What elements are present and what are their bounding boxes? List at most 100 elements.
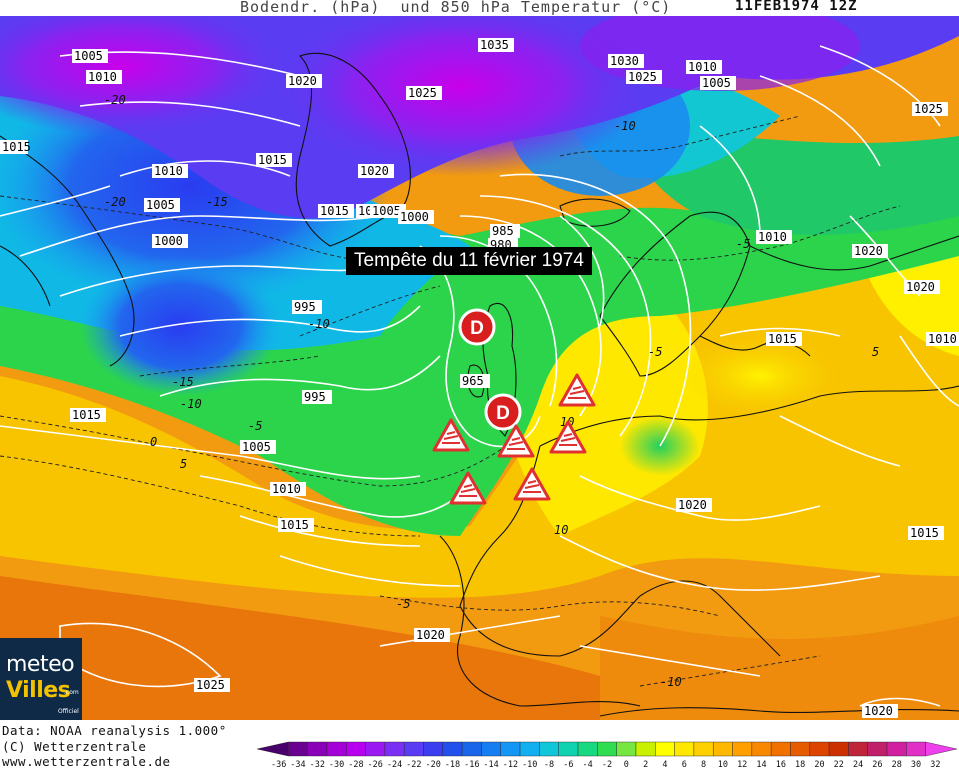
legend-tick-label: 26 [872,760,882,770]
legend-swatch [809,741,830,757]
svg-text:965: 965 [462,374,484,388]
legend-swatch [461,741,482,757]
legend-tick-label: -10 [522,760,537,770]
legend-swatch [307,741,328,757]
legend-tick-label: -32 [310,760,325,770]
legend-tick-label: 16 [776,760,786,770]
legend-tick-label: -36 [271,760,286,770]
legend-swatch [442,741,463,757]
isobar-label: 1015 [766,332,802,346]
legend-swatch [384,741,405,757]
legend-tick-label: 18 [795,760,805,770]
isobar-labels: 1005 1010 1020 1035 1030 1010 1025 1025 … [0,38,959,718]
svg-text:1035: 1035 [480,38,509,52]
legend-tick-label: 14 [756,760,766,770]
svg-text:985: 985 [492,224,514,238]
legend-tick-label: -26 [368,760,383,770]
isobar-label: 1010 [86,70,122,84]
logo-tag: Officiel [58,708,79,715]
isobar-label: 1015 [278,518,314,532]
isotherm-label: -5 [648,345,662,359]
isobar-label: 1015 [256,153,292,167]
legend-tick-label: -12 [503,760,518,770]
svg-text:1015: 1015 [2,140,31,154]
credit-copyright: (C) Wetterzentrale [2,738,147,754]
svg-text:1025: 1025 [408,86,437,100]
svg-text:D: D [496,403,510,424]
svg-text:1005: 1005 [74,49,103,63]
isotherm-label: -20 [104,195,126,209]
credit-website: www.wetterzentrale.de [2,754,171,769]
svg-text:1025: 1025 [628,70,657,84]
isotherm-label: 5 [180,457,187,471]
legend-tick-label: -2 [602,760,612,770]
legend-swatch [423,741,444,757]
svg-text:1020: 1020 [854,244,883,258]
svg-text:1020: 1020 [416,628,445,642]
legend-tick-label: -4 [583,760,593,770]
legend-swatch [558,741,579,757]
legend-tick-label: -18 [445,760,460,770]
svg-text:1020: 1020 [864,704,893,718]
low-pressure-marker-2: D [484,393,522,431]
legend-tick-label: -34 [290,760,305,770]
isotherm-label: -15 [206,195,228,209]
svg-text:1010: 1010 [688,60,717,74]
svg-text:1030: 1030 [610,54,639,68]
wind-warning-icons [432,373,596,505]
isobar-label: 1020 [414,628,450,642]
data-credits: Data: NOAA reanalysis 1.000° (C) Wetterz… [2,723,227,770]
legend-tick-label: 6 [682,760,687,770]
legend-swatch [500,741,521,757]
isobar-label: 1010 [926,332,959,346]
isobar-label: 1000 [398,210,434,224]
legend-tick-label: -6 [563,760,573,770]
logo-text-line2: Villes [6,678,71,703]
svg-text:1025: 1025 [914,102,943,116]
svg-text:1025: 1025 [196,678,225,692]
legend-tick-label: 10 [718,760,728,770]
legend-swatch [404,741,424,757]
svg-text:1015: 1015 [768,332,797,346]
legend-swatch [732,741,753,757]
legend-tick-label: -14 [483,760,498,770]
svg-text:1005: 1005 [702,76,731,90]
chart-title: Bodendr. (hPa) und 850 hPa Temperatur (°… [240,0,672,16]
isotherm-label: 5 [872,345,879,359]
wind-warning-icon [449,471,487,505]
svg-text:1000: 1000 [400,210,429,224]
isobar-label: 995 [302,390,332,404]
isobar-label: 1020 [358,164,394,178]
meteovilles-logo: meteo Villes .com Officiel [0,638,82,720]
svg-text:1010: 1010 [154,164,183,178]
legend-tick-label: 30 [911,760,921,770]
wind-warning-icon [497,424,535,458]
isobar-label: 1025 [626,70,662,84]
svg-text:1010: 1010 [758,230,787,244]
legend-swatch [713,741,733,757]
logo-text-line1: meteo [6,652,75,677]
isotherm-label: -20 [104,93,126,107]
low-pressure-marker-1: D [458,308,496,346]
legend-swatch [346,741,366,757]
temperature-color-legend: -36 -34 -32 -30 -28 -26 -24 -22 -20 -18 -16 -14 -12-… [256,741,958,770]
legend-swatch [770,741,791,757]
isobar-label: 1005 [370,204,406,218]
isobar-label: 1010 [270,482,306,496]
legend-swatch [828,741,849,757]
isotherm-label: -10 [180,397,202,411]
legend-swatch [751,741,772,757]
svg-text:D: D [470,318,484,339]
legend-tick-label: -30 [329,760,344,770]
svg-text:1020: 1020 [678,498,707,512]
wind-warning-icon [558,373,596,407]
svg-text:1010: 1010 [272,482,301,496]
legend-swatch [867,741,888,757]
svg-text:1005: 1005 [242,440,271,454]
legend-swatch [577,741,598,757]
svg-text:1015: 1015 [280,518,309,532]
wind-warning-icon [432,418,470,452]
isobar-label: 1005 [144,198,180,212]
isobar-label: 985 [490,224,520,238]
isobar-label: 1000 [152,234,188,248]
